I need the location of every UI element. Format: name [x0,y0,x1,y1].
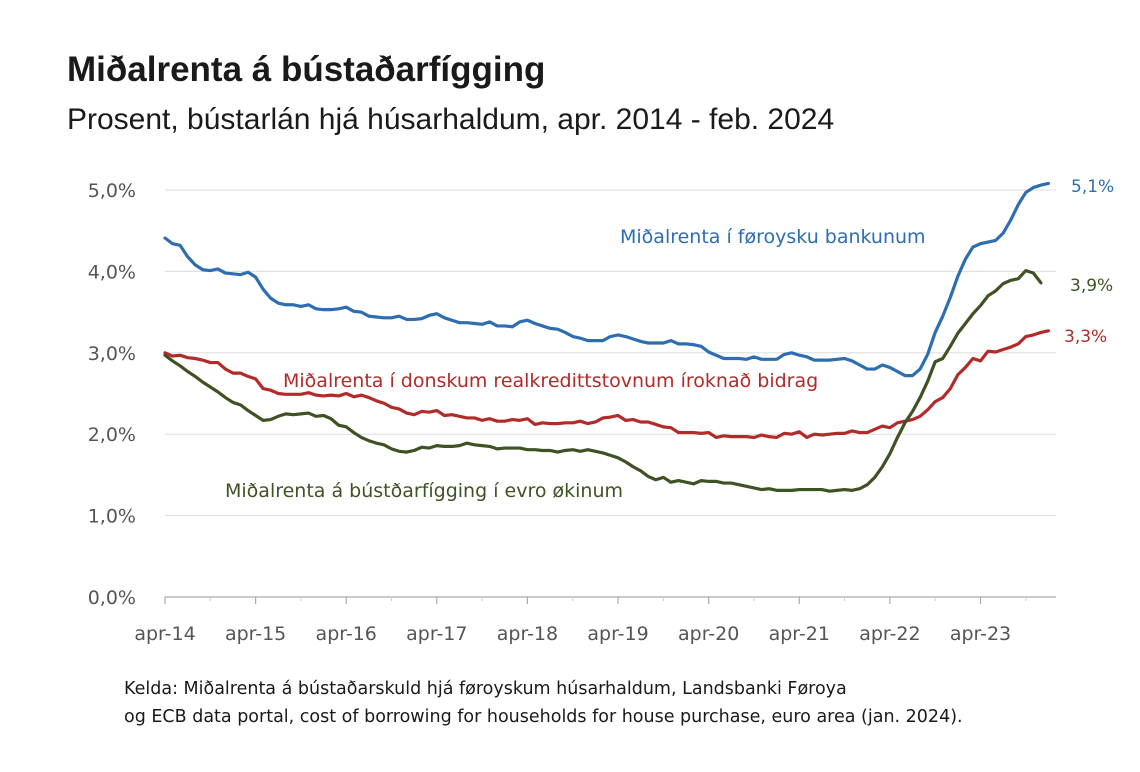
x-tick-label: apr-19 [587,623,648,645]
y-tick-label: 0,0% [88,587,136,609]
y-tick-label: 2,0% [88,424,136,446]
source-line-2: og ECB data portal, cost of borrowing fo… [124,707,963,727]
y-tick-label: 5,0% [88,180,136,202]
series-lines [163,181,1051,493]
series-end-value-label: 5,1% [1071,177,1114,197]
x-tick-label: apr-20 [678,623,739,645]
series-line-euro-area [163,268,1043,493]
x-axis: 0,0% 1,0% 2,0% 3,0% 4,0% 5,0% apr-14 apr-15 apr-… [88,180,1056,645]
y-tick-label: 4,0% [88,261,136,283]
x-tick-label: apr-17 [406,623,467,645]
gridlines [165,189,1056,517]
series-label: Miðalrenta í føroysku bankunum [620,226,926,248]
chart-subtitle: Prosent, bústarlán hjá húsarhaldum, apr.… [67,103,835,136]
series-label: Miðalrenta í donskum realkredittstovnum … [283,370,818,392]
y-tick-label: 3,0% [88,343,136,365]
x-tick-label: apr-14 [134,623,195,645]
y-tick-label: 1,0% [88,506,136,528]
chart-labels: Miðalrenta í føroysku bankunum 5,1% Miðalr… [225,177,1114,502]
x-tick-label: apr-15 [225,623,286,645]
chart-title: Miðalrenta á bústaðarfígging [67,50,546,89]
x-tick-label: apr-22 [859,623,920,645]
x-tick-label: apr-21 [769,623,830,645]
source-note: Kelda: Miðalrenta á bústaðarskuld hjá fø… [124,675,963,731]
series-label: Miðalrenta á bústðarfígging í evro økinu… [225,480,623,502]
series-line-danish-mortgage [163,329,1051,440]
x-tick-label: apr-23 [950,623,1011,645]
x-tick-label: apr-16 [316,623,377,645]
source-line-1: Kelda: Miðalrenta á bústaðarskuld hjá fø… [124,679,847,699]
x-tick-label: apr-18 [497,623,558,645]
series-line-faroese-banks [163,181,1051,378]
series-end-value-label: 3,3% [1064,327,1107,347]
series-end-value-label: 3,9% [1070,276,1113,296]
